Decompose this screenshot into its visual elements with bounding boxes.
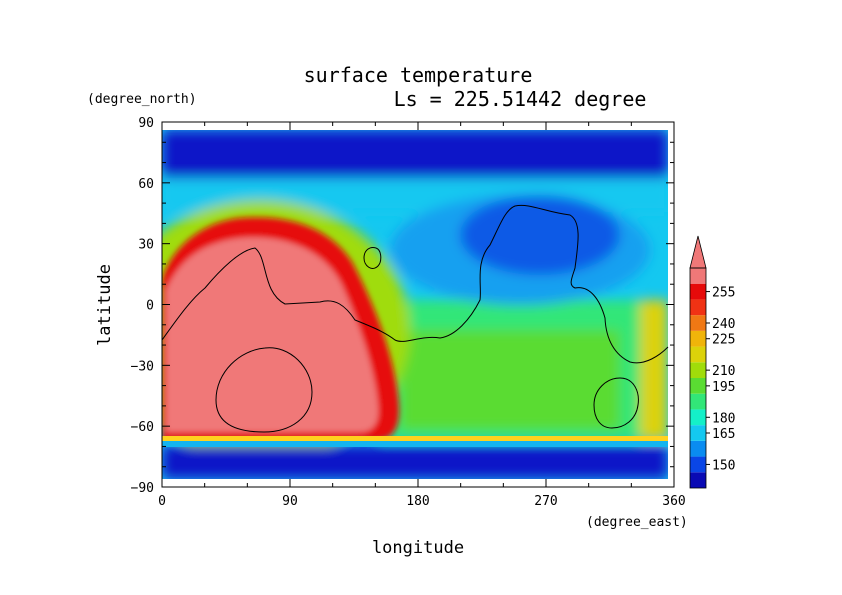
topography-contours bbox=[161, 204, 669, 433]
y-tick-label: −60 bbox=[131, 420, 154, 435]
colorbar-tick-label: 165 bbox=[712, 427, 735, 442]
y-tick-label: 0 bbox=[146, 299, 154, 314]
y-tick-label: 90 bbox=[138, 116, 154, 131]
colorbar-segment bbox=[690, 346, 706, 363]
x-tick-label: 270 bbox=[534, 494, 557, 509]
colorbar-segment bbox=[690, 425, 706, 441]
chart-title: surface temperature bbox=[304, 63, 533, 87]
y-axis-units: (degree_north) bbox=[87, 92, 197, 107]
colorbar-frame bbox=[689, 267, 707, 489]
colorbar-segment bbox=[690, 393, 706, 410]
colorbar-tick-label: 180 bbox=[712, 411, 735, 426]
chart-subtitle: Ls = 225.51442 degree bbox=[394, 87, 647, 111]
x-axis: 0 90 180 270 360 bbox=[158, 122, 686, 509]
colorbar-segment bbox=[690, 378, 706, 394]
y-tick-label: −30 bbox=[131, 359, 154, 374]
colorbar-segment bbox=[690, 268, 706, 284]
colorbar-tick-label: 240 bbox=[712, 317, 735, 332]
x-axis-units: (degree_east) bbox=[586, 515, 688, 530]
x-tick-label: 180 bbox=[406, 494, 429, 509]
y-tick-label: −90 bbox=[131, 481, 154, 496]
colorbar-tick-label: 225 bbox=[712, 333, 735, 348]
colorbar-segment bbox=[690, 409, 706, 426]
colorbar-tick-label: 195 bbox=[712, 380, 735, 395]
colorbar-segment bbox=[690, 330, 706, 347]
colorbar-tick-label: 255 bbox=[712, 286, 735, 301]
y-axis-label: latitude bbox=[95, 264, 115, 346]
y-tick-label: 30 bbox=[138, 238, 154, 253]
colorbar-segment bbox=[690, 362, 706, 378]
colorbar-segment bbox=[690, 315, 706, 331]
colorbar-segment bbox=[690, 299, 706, 316]
y-axis: −90 −60 −30 0 30 60 90 bbox=[131, 116, 674, 496]
colorbar-tick-label: 150 bbox=[712, 458, 735, 473]
temperature-field bbox=[162, 130, 668, 479]
colorbar-tick-label: 210 bbox=[712, 364, 735, 379]
colorbar-segment bbox=[690, 472, 706, 488]
x-tick-label: 90 bbox=[282, 494, 298, 509]
colorbar-segment bbox=[690, 283, 706, 300]
colorbar-segment bbox=[690, 456, 706, 473]
colorbar-extend-arrow bbox=[689, 235, 707, 269]
x-tick-label: 0 bbox=[158, 494, 166, 509]
x-tick-label: 360 bbox=[662, 494, 685, 509]
y-tick-label: 60 bbox=[138, 177, 154, 192]
colorbar-segment bbox=[690, 440, 706, 457]
x-axis-label: longitude bbox=[372, 538, 464, 558]
